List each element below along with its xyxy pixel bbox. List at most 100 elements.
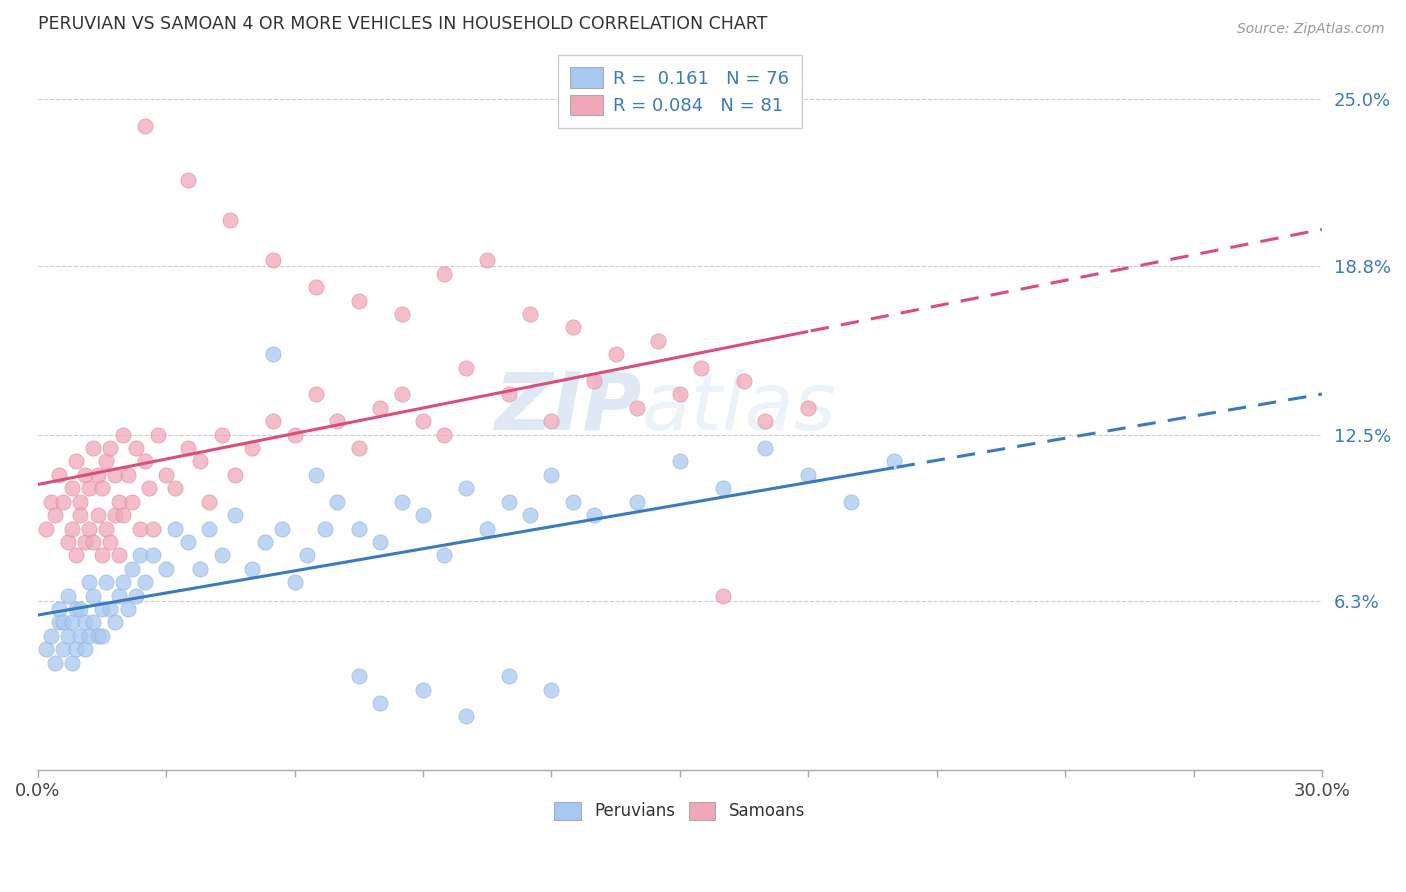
Point <box>69 508 91 523</box>
Point <box>270 522 292 536</box>
Point <box>433 267 456 281</box>
Point <box>314 522 336 536</box>
Point <box>326 414 349 428</box>
Point <box>163 522 186 536</box>
Point <box>498 494 520 508</box>
Point <box>412 508 434 523</box>
Point <box>305 467 328 482</box>
Point <box>262 347 284 361</box>
Point <box>797 467 820 482</box>
Point <box>142 522 165 536</box>
Text: PERUVIAN VS SAMOAN 4 OR MORE VEHICLES IN HOUSEHOLD CORRELATION CHART: PERUVIAN VS SAMOAN 4 OR MORE VEHICLES IN… <box>38 15 768 33</box>
Point <box>73 615 96 630</box>
Point <box>104 615 127 630</box>
Point <box>198 494 221 508</box>
Point <box>104 467 127 482</box>
Point <box>134 454 156 468</box>
Point <box>262 253 284 268</box>
Point <box>60 481 83 495</box>
Point <box>112 575 135 590</box>
Point <box>368 535 391 549</box>
Point <box>82 441 104 455</box>
Point <box>283 575 305 590</box>
Point <box>305 387 328 401</box>
Point <box>82 589 104 603</box>
Point <box>262 414 284 428</box>
Point <box>35 522 58 536</box>
Text: atlas: atlas <box>641 368 837 447</box>
Point <box>733 374 755 388</box>
Point <box>690 360 713 375</box>
Point <box>108 494 131 508</box>
Point <box>605 347 627 361</box>
Point <box>475 522 498 536</box>
Text: Source: ZipAtlas.com: Source: ZipAtlas.com <box>1237 22 1385 37</box>
Point <box>297 549 319 563</box>
Point <box>498 387 520 401</box>
Point <box>52 615 75 630</box>
Point <box>669 387 692 401</box>
Point <box>65 454 87 468</box>
Point <box>412 414 434 428</box>
Point <box>117 602 139 616</box>
Point <box>90 549 112 563</box>
Point <box>77 522 100 536</box>
Point <box>519 307 541 321</box>
Point <box>121 494 143 508</box>
Point <box>155 562 177 576</box>
Y-axis label: 4 or more Vehicles in Household: 4 or more Vehicles in Household <box>0 285 7 532</box>
Point <box>56 629 79 643</box>
Point <box>69 629 91 643</box>
Point <box>86 508 108 523</box>
Point <box>60 522 83 536</box>
Point <box>540 682 562 697</box>
Point <box>219 213 242 227</box>
Point <box>138 481 160 495</box>
Point <box>134 575 156 590</box>
Point <box>73 535 96 549</box>
Point <box>44 508 66 523</box>
Point <box>108 549 131 563</box>
Point <box>96 575 118 590</box>
Point <box>412 682 434 697</box>
Point <box>475 253 498 268</box>
Point <box>190 454 212 468</box>
Point <box>73 642 96 657</box>
Point <box>96 522 118 536</box>
Point <box>561 494 583 508</box>
Point <box>391 387 413 401</box>
Point <box>224 508 246 523</box>
Point <box>100 602 122 616</box>
Point <box>134 119 156 133</box>
Point <box>82 615 104 630</box>
Point <box>540 414 562 428</box>
Point <box>82 535 104 549</box>
Point <box>540 467 562 482</box>
Point <box>48 615 70 630</box>
Point <box>108 589 131 603</box>
Point <box>347 669 370 683</box>
Point <box>305 280 328 294</box>
Point <box>155 467 177 482</box>
Point <box>77 481 100 495</box>
Point <box>90 481 112 495</box>
Point <box>211 427 233 442</box>
Point <box>104 508 127 523</box>
Point <box>498 669 520 683</box>
Point <box>391 494 413 508</box>
Point <box>647 334 669 348</box>
Point <box>561 320 583 334</box>
Point <box>117 467 139 482</box>
Point <box>86 629 108 643</box>
Point <box>60 656 83 670</box>
Point <box>883 454 905 468</box>
Point <box>198 522 221 536</box>
Point <box>69 494 91 508</box>
Point <box>176 535 198 549</box>
Point <box>65 602 87 616</box>
Point <box>626 494 648 508</box>
Point <box>77 575 100 590</box>
Point <box>112 508 135 523</box>
Point <box>669 454 692 468</box>
Point <box>583 508 606 523</box>
